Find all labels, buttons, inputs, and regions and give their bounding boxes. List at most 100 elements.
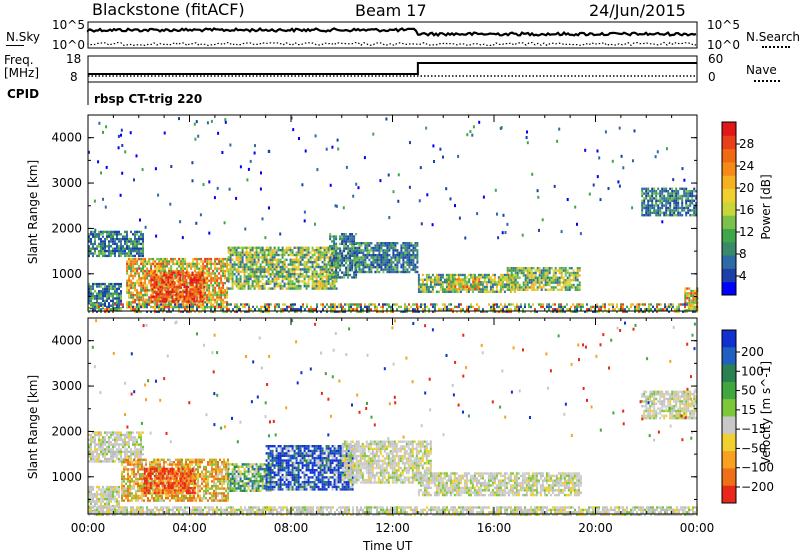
cell (102, 242, 104, 246)
cell (185, 293, 188, 296)
cell (439, 283, 442, 286)
cell (345, 261, 348, 265)
cell (317, 251, 320, 254)
cell (134, 272, 137, 275)
cell (649, 190, 652, 193)
cell (351, 245, 354, 248)
cell (128, 293, 131, 297)
noise-cell (611, 159, 614, 163)
cell (516, 303, 518, 306)
cell (425, 281, 428, 284)
cell (356, 303, 358, 306)
cell (134, 262, 137, 266)
cell (694, 292, 697, 295)
cell (263, 268, 266, 271)
cell (224, 272, 227, 275)
cell (380, 244, 383, 247)
cell (276, 305, 278, 309)
cell (234, 310, 236, 313)
cell (331, 264, 334, 267)
cell (457, 290, 460, 293)
cell (270, 303, 272, 306)
cell (249, 256, 252, 259)
cell (651, 187, 654, 190)
cell (150, 310, 152, 313)
cell (108, 436, 110, 439)
cell (400, 246, 403, 250)
cell (214, 289, 217, 292)
cell (241, 246, 244, 249)
cell (118, 287, 120, 291)
cell (400, 244, 403, 247)
cell (110, 240, 112, 243)
noise-cell (618, 184, 621, 188)
cell (122, 438, 124, 441)
cell (122, 450, 124, 453)
cell (206, 305, 209, 309)
cell (138, 265, 141, 268)
cell (445, 273, 448, 277)
cell (88, 290, 90, 293)
cell (309, 261, 312, 264)
cell (150, 289, 153, 292)
cell (166, 260, 169, 263)
cell (695, 190, 698, 193)
cell (106, 245, 108, 248)
cell (343, 245, 346, 248)
cell (112, 457, 114, 461)
cell (163, 295, 166, 298)
cell (667, 192, 670, 195)
cell (667, 209, 670, 212)
cell (504, 305, 506, 309)
cell (512, 274, 515, 277)
cell (327, 268, 330, 271)
cell (690, 299, 693, 302)
cell (255, 280, 258, 283)
cell (253, 277, 256, 281)
cell (392, 251, 395, 254)
cell (335, 277, 338, 281)
cell (443, 278, 446, 281)
cell (692, 297, 695, 300)
cell (171, 283, 174, 286)
cell (694, 297, 697, 300)
cell (451, 288, 454, 291)
cell (281, 263, 284, 266)
cell (429, 276, 432, 279)
cell (210, 305, 213, 309)
cell (224, 291, 227, 294)
cell (92, 450, 94, 453)
cell (179, 276, 182, 279)
cell (690, 292, 693, 295)
cell (259, 256, 262, 259)
cell (465, 290, 468, 293)
nsearch-top-tick: 10^5 (707, 18, 740, 32)
cell (251, 282, 254, 285)
cell (362, 308, 364, 311)
cell (445, 290, 448, 293)
cell (323, 280, 326, 283)
cell (445, 285, 448, 289)
cell (402, 261, 405, 264)
cell (116, 247, 118, 250)
cell (638, 305, 640, 309)
cell (317, 273, 320, 276)
cell (427, 273, 430, 277)
cell (496, 305, 498, 309)
cell (126, 443, 128, 446)
cell (470, 285, 473, 288)
cell (445, 276, 448, 279)
cell (162, 303, 165, 306)
cell (100, 233, 102, 236)
cell (450, 278, 453, 281)
cell (458, 305, 460, 309)
cell (568, 279, 571, 282)
cell (98, 457, 100, 461)
cell (690, 294, 693, 297)
cell (229, 287, 232, 290)
cell (604, 303, 606, 306)
cell (188, 281, 191, 285)
cell (333, 240, 336, 243)
cell (190, 301, 193, 304)
cell (641, 192, 644, 195)
